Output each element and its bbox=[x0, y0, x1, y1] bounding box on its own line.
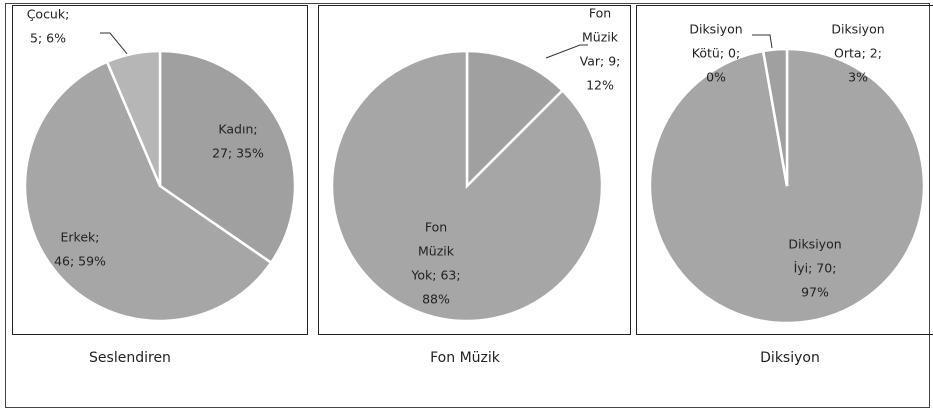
data-label: Erkek; bbox=[61, 230, 100, 245]
data-label: 46; 59% bbox=[54, 254, 106, 269]
data-label: Çocuk; bbox=[27, 7, 70, 22]
data-label: 12% bbox=[586, 78, 614, 93]
data-label: Fon bbox=[425, 220, 447, 235]
frame bbox=[318, 5, 631, 335]
leader-line bbox=[752, 34, 773, 49]
data-label: 88% bbox=[422, 292, 450, 307]
chart-title: Fon Müzik bbox=[430, 350, 501, 366]
data-label: 97% bbox=[801, 285, 829, 300]
pie-slice bbox=[330, 49, 604, 323]
chart-title: Seslendiren bbox=[89, 350, 171, 366]
data-label: Orta; 2; bbox=[834, 46, 882, 61]
data-label: Diksiyon bbox=[831, 22, 884, 37]
data-label: 3% bbox=[848, 70, 868, 85]
data-label: Müzik bbox=[582, 30, 619, 45]
pie-slice bbox=[158, 49, 297, 265]
data-label: Kadın; bbox=[218, 122, 257, 137]
frame bbox=[12, 5, 308, 335]
chart-title: Diksiyon bbox=[760, 350, 820, 366]
data-label: Kötü; 0; bbox=[692, 46, 740, 61]
data-label: Fon bbox=[589, 6, 611, 21]
data-label: Var; 9; bbox=[580, 54, 621, 69]
data-label: 27; 35% bbox=[212, 146, 264, 161]
pie-slice bbox=[23, 60, 273, 323]
pie-slice bbox=[465, 49, 565, 190]
data-label: Yok; 63; bbox=[410, 268, 460, 283]
data-label: İyi; 70; bbox=[794, 261, 837, 276]
frame bbox=[636, 5, 933, 335]
data-label: Diksiyon bbox=[788, 237, 841, 252]
data-label: Diksiyon bbox=[689, 22, 742, 37]
leader-line bbox=[100, 32, 129, 56]
data-label: 0% bbox=[706, 70, 726, 85]
pie-slice bbox=[105, 49, 162, 187]
leader-line bbox=[545, 44, 588, 59]
data-label: Müzik bbox=[418, 244, 455, 259]
pie-slice bbox=[761, 47, 789, 187]
data-label: 5; 6% bbox=[30, 31, 66, 46]
outer-frame bbox=[5, 3, 930, 408]
